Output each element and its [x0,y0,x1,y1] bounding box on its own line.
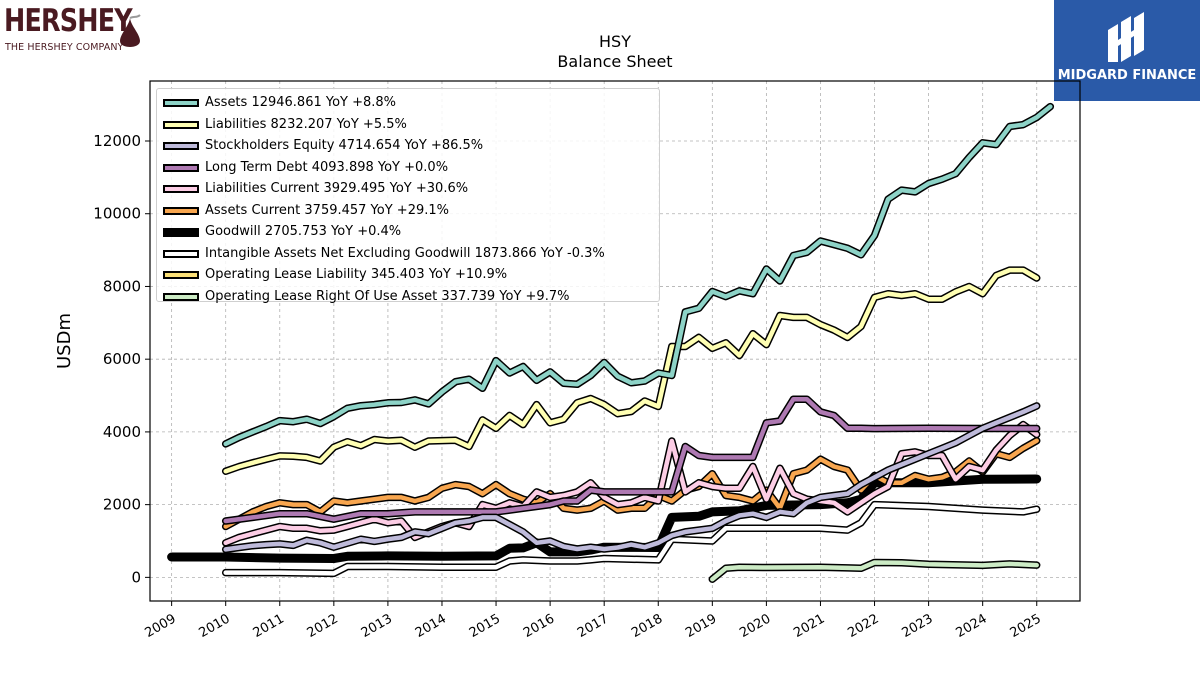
midgard-finance-wordmark: MIDGARD FINANCE [1057,68,1197,83]
y-tick-label: 2000 [103,496,141,514]
y-tick-label: 0 [131,568,141,586]
legend-label: Liabilities Current 3929.495 YoY +30.6% [205,181,469,196]
x-tick-label: 2014 [413,611,449,641]
y-axis-label: USDm [54,313,75,369]
series-liabilities [221,266,1041,475]
series-operating-lease-right-of-use-asset [708,558,1041,583]
legend-swatch [163,99,199,107]
x-tick-label: 2017 [575,611,611,641]
x-tick-label: 2009 [142,611,178,641]
midgard-finance-logo: MIDGARD FINANCE [1054,0,1200,101]
y-tick-label: 8000 [103,277,141,295]
y-tick-label: 12000 [93,132,141,150]
series-intangible-assets-net-excluding-goodwill [221,500,1041,578]
legend-item: Operating Lease Right Of Use Asset 337.7… [161,286,659,308]
plot-area-frame [149,80,1081,602]
x-tick-label: 2013 [359,611,395,641]
x-tick-label: 2019 [683,611,719,641]
y-tick-label: 6000 [103,350,141,368]
series-liabilities-current [221,420,1041,547]
legend-item: Intangible Assets Net Excluding Goodwill… [161,243,659,265]
legend-item: Liabilities 8232.207 YoY +5.5% [161,114,659,136]
x-tick-label: 2022 [845,611,881,641]
chart-title-block: HSY Balance Sheet [150,32,1080,72]
chart-legend: Assets 12946.861 YoY +8.8% Liabilities 82… [156,88,660,304]
series-line [223,403,1039,552]
legend-item: Stockholders Equity 4714.654 YoY +86.5% [161,135,659,157]
legend-swatch [163,292,199,301]
legend-label: Long Term Debt 4093.898 YoY +0.0% [205,159,449,175]
legend-swatch [163,206,199,215]
legend-label: Assets Current 3759.457 YoY +29.1% [205,202,449,218]
midgard-m-icon [1108,12,1144,62]
x-tick-label: 2025 [1008,611,1044,641]
series-line [223,422,1039,546]
series-line [223,104,1053,447]
series-line [223,438,1039,529]
legend-swatch [163,120,199,129]
legend-label: Assets 12946.861 YoY +8.8% [205,95,397,110]
legend-label: Operating Lease Liability 345.403 YoY +1… [205,267,508,282]
y-tick-label: 4000 [103,423,141,441]
legend-label: Stockholders Equity 4714.654 YoY +86.5% [205,138,484,153]
x-tick-label: 2023 [899,611,935,641]
series-assets [221,102,1055,448]
x-tick-label: 2020 [737,611,773,641]
hershey-kiss-icon [120,14,141,47]
legend-label: Intangible Assets Net Excluding Goodwill… [205,245,605,261]
x-tick-label: 2024 [954,611,990,641]
series-line [223,396,1039,524]
series-line [223,267,1039,474]
legend-item: Long Term Debt 4093.898 YoY +0.0% [161,157,659,179]
legend-item: Goodwill 2705.753 YoY +0.4% [161,221,659,243]
x-tick-label: 2010 [197,611,233,641]
legend-item: Assets 12946.861 YoY +8.8% [161,92,659,114]
hershey-logo: HERSHEY THE HERSHEY COMPANY [4,4,144,56]
series-line [223,502,1039,576]
legend-label: Operating Lease Right Of Use Asset 337.7… [205,288,570,304]
legend-item: Assets Current 3759.457 YoY +29.1% [161,200,659,222]
y-tick-label: 10000 [93,205,141,223]
legend-label: Liabilities 8232.207 YoY +5.5% [205,116,407,132]
hershey-company-tagline: THE HERSHEY COMPANY [5,42,124,53]
hershey-wordmark: HERSHEY [4,3,133,39]
legend-swatch [163,163,199,172]
x-tick-label: 2011 [251,611,287,641]
x-tick-label: 2021 [791,611,827,641]
series-stockholders-equity [221,402,1041,554]
x-tick-label: 2018 [629,611,665,641]
series-lines [167,102,1055,583]
legend-item: Operating Lease Liability 345.403 YoY +1… [161,264,659,286]
legend-swatch [163,271,199,279]
series-line [710,560,1039,582]
legend-item: Liabilities Current 3929.495 YoY +30.6% [161,178,659,200]
x-tick-label: 2015 [467,611,503,641]
legend-swatch [163,228,199,237]
legend-label: Goodwill 2705.753 YoY +0.4% [205,224,402,239]
legend-swatch [163,142,199,150]
legend-swatch [163,185,199,193]
chart-subtitle: Balance Sheet [557,52,673,71]
chart-title: HSY [599,32,631,51]
x-tick-label: 2012 [305,611,341,641]
x-tick-label: 2016 [521,611,557,641]
legend-swatch [163,249,199,258]
series-assets-current [221,436,1041,531]
series-long-term-debt [221,395,1041,525]
